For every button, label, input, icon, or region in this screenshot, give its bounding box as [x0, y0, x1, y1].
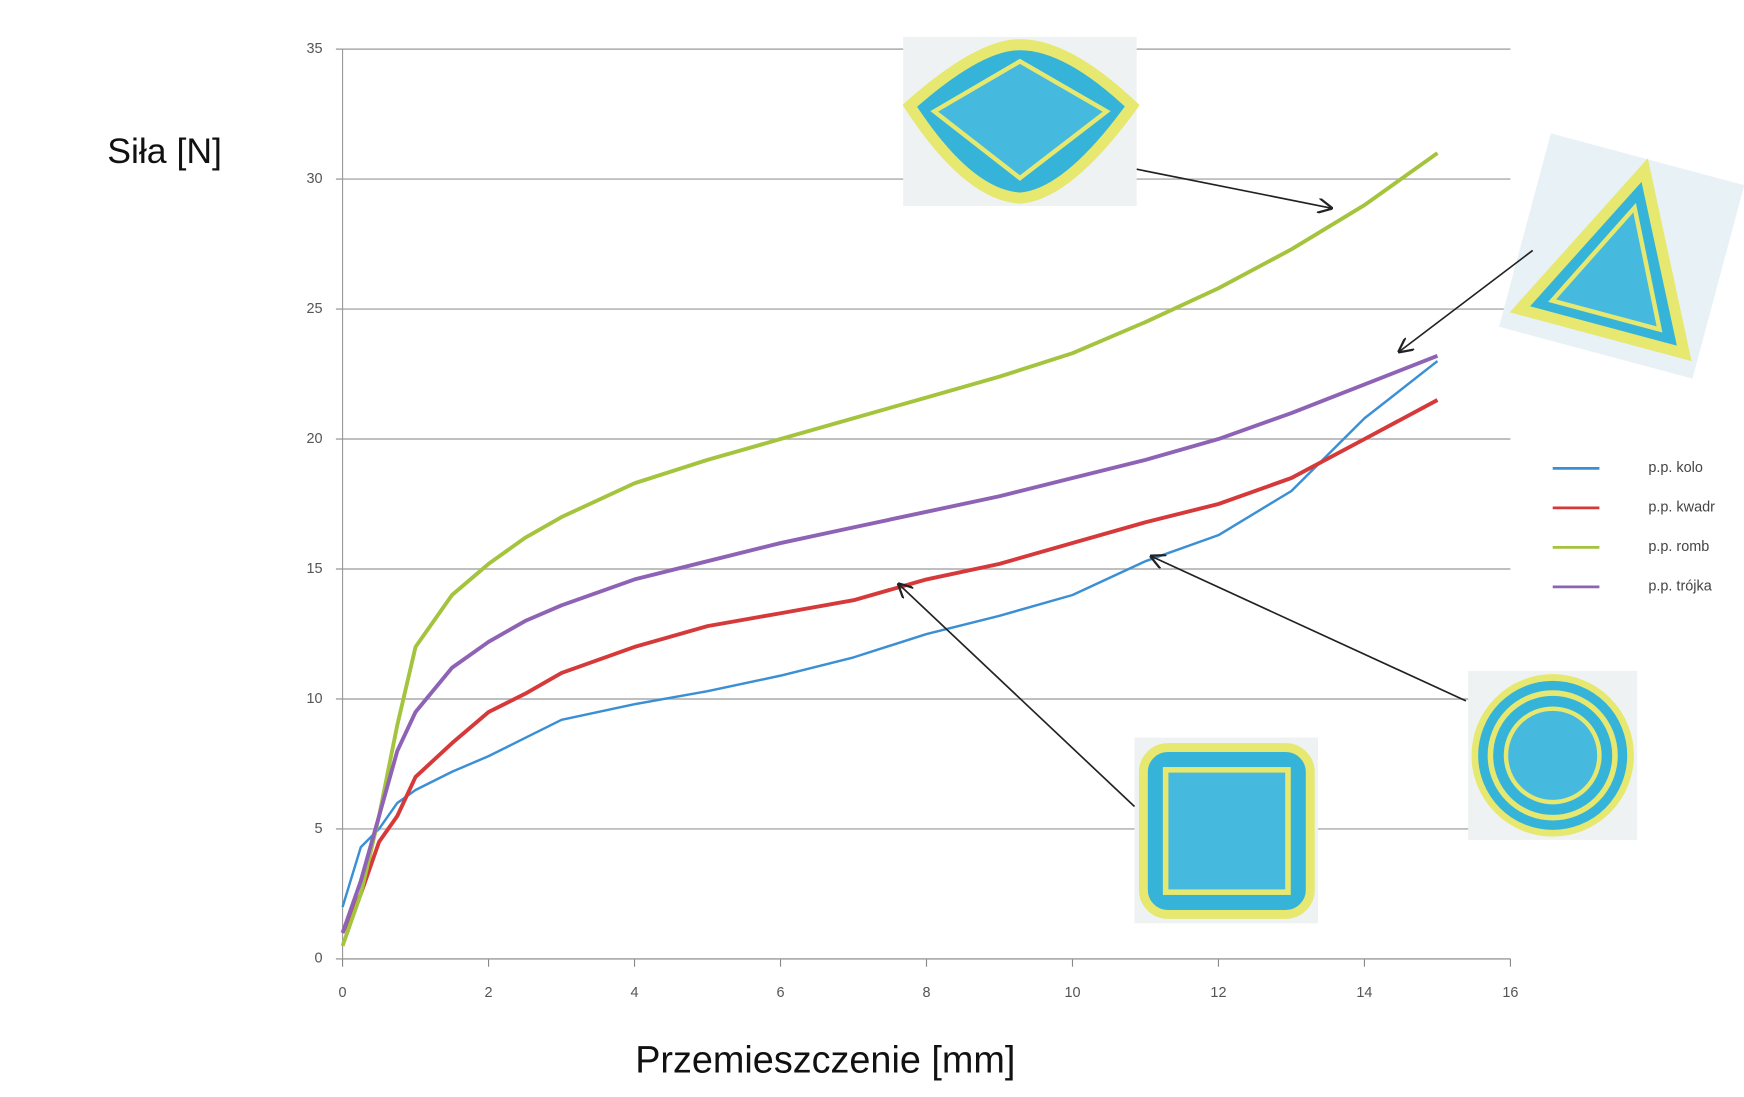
photo-trojka	[1499, 133, 1744, 378]
x-axis-label: Przemieszczenie [mm]	[635, 1039, 1015, 1081]
x-tick-label: 8	[922, 985, 930, 1001]
legend: p.p. kolo p.p. kwadr p.p. romb p.p. trójka	[1553, 460, 1715, 594]
y-tick-label: 35	[306, 41, 322, 57]
legend-label: p.p. trójka	[1648, 579, 1712, 595]
y-tick-label: 10	[306, 691, 322, 707]
page: {"chart_data": {"type": "line", "y_label…	[0, 0, 1744, 1097]
x-tick-label: 10	[1064, 985, 1080, 1001]
y-axis-label: Siła [N]	[107, 131, 222, 171]
x-tick-label: 16	[1502, 985, 1518, 1001]
y-tick-label: 0	[315, 951, 323, 967]
y-tick-label: 15	[306, 561, 322, 577]
x-tick-label: 2	[485, 985, 493, 1001]
photo-romb	[903, 37, 1137, 206]
arrows	[899, 169, 1533, 806]
photo-kolo	[1468, 671, 1637, 840]
x-tick-label: 12	[1210, 985, 1226, 1001]
x-tick-label: 14	[1356, 985, 1372, 1001]
legend-label: p.p. kwadr	[1648, 500, 1715, 516]
x-tick-label: 0	[339, 985, 347, 1001]
x-tick-label: 4	[631, 985, 639, 1001]
photo-kwadr	[1134, 738, 1318, 924]
y-tick-label: 5	[315, 821, 323, 837]
y-tick-label: 20	[306, 431, 322, 447]
legend-label: p.p. kolo	[1648, 460, 1703, 476]
chart: Siła [N] Przemieszczenie [mm] 0510152025…	[0, 0, 1744, 1097]
y-tick-label: 25	[306, 301, 322, 317]
x-tick-label: 6	[777, 985, 785, 1001]
legend-label: p.p. romb	[1648, 539, 1709, 555]
y-tick-label: 30	[306, 171, 322, 187]
